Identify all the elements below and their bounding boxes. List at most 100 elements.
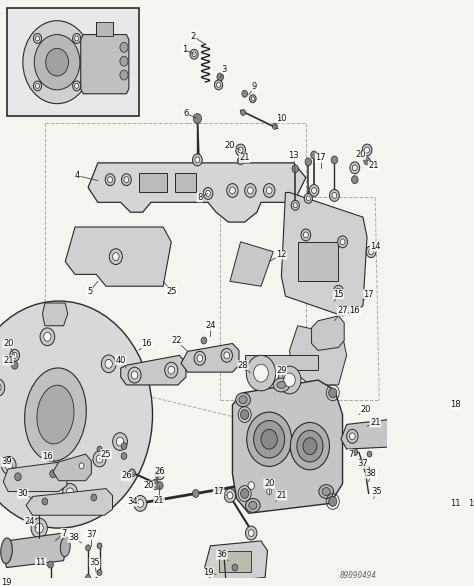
Circle shape	[75, 83, 79, 88]
Circle shape	[0, 383, 1, 392]
Circle shape	[309, 185, 319, 196]
Circle shape	[267, 489, 272, 495]
Text: 4: 4	[75, 171, 80, 180]
Circle shape	[349, 433, 355, 440]
Circle shape	[36, 83, 39, 88]
Bar	[245, 355, 318, 370]
Circle shape	[35, 523, 43, 533]
Circle shape	[1, 456, 16, 474]
Circle shape	[97, 570, 102, 575]
Circle shape	[105, 359, 112, 368]
Polygon shape	[42, 303, 68, 326]
Circle shape	[34, 35, 80, 90]
Circle shape	[238, 147, 243, 153]
Text: 2: 2	[191, 32, 196, 41]
Circle shape	[346, 430, 358, 443]
Circle shape	[192, 52, 196, 57]
Text: 11: 11	[36, 558, 46, 567]
Circle shape	[248, 530, 254, 536]
Circle shape	[332, 192, 337, 199]
Text: 13: 13	[288, 151, 299, 161]
Circle shape	[97, 543, 102, 549]
Polygon shape	[204, 541, 267, 582]
Circle shape	[227, 492, 233, 499]
Polygon shape	[230, 242, 273, 286]
Circle shape	[190, 49, 198, 59]
Text: 24: 24	[205, 321, 216, 331]
Text: 25: 25	[101, 449, 111, 459]
Circle shape	[33, 33, 42, 43]
Circle shape	[151, 480, 159, 489]
Circle shape	[217, 83, 220, 87]
Circle shape	[246, 526, 257, 540]
Circle shape	[15, 473, 21, 481]
Circle shape	[121, 442, 127, 449]
Bar	[175, 173, 196, 192]
Circle shape	[120, 42, 128, 52]
Circle shape	[362, 144, 372, 156]
Circle shape	[120, 56, 128, 66]
Polygon shape	[7, 8, 139, 117]
Circle shape	[352, 165, 357, 171]
Circle shape	[113, 432, 128, 451]
Circle shape	[11, 361, 18, 369]
Circle shape	[251, 97, 255, 101]
Circle shape	[303, 232, 308, 238]
Text: 26: 26	[121, 471, 132, 481]
Circle shape	[236, 144, 246, 156]
Text: 16: 16	[349, 306, 360, 315]
Circle shape	[292, 165, 299, 173]
Polygon shape	[88, 163, 306, 222]
Circle shape	[442, 425, 450, 434]
Circle shape	[42, 498, 48, 505]
Ellipse shape	[277, 381, 286, 389]
Bar	[455, 432, 474, 472]
Text: 9: 9	[252, 83, 257, 91]
Text: 3: 3	[222, 64, 227, 74]
Circle shape	[331, 156, 337, 164]
Circle shape	[245, 183, 256, 197]
Bar	[298, 242, 338, 281]
Circle shape	[194, 352, 206, 365]
Text: 16: 16	[42, 452, 53, 461]
Text: 7: 7	[61, 529, 66, 537]
Circle shape	[197, 355, 203, 362]
Ellipse shape	[261, 430, 277, 449]
Polygon shape	[65, 227, 171, 286]
Ellipse shape	[291, 423, 329, 470]
Polygon shape	[81, 35, 129, 94]
Circle shape	[366, 246, 376, 258]
Polygon shape	[311, 316, 344, 350]
Circle shape	[108, 177, 112, 183]
Circle shape	[224, 352, 229, 359]
Text: 20: 20	[225, 141, 235, 149]
Text: 21: 21	[239, 154, 250, 162]
Circle shape	[350, 162, 360, 173]
Polygon shape	[282, 192, 367, 316]
Text: 40: 40	[116, 356, 126, 364]
Circle shape	[96, 455, 103, 463]
Circle shape	[364, 157, 370, 165]
Circle shape	[36, 36, 39, 41]
Ellipse shape	[254, 421, 285, 458]
Circle shape	[93, 451, 106, 467]
Bar	[219, 551, 251, 573]
Circle shape	[336, 288, 341, 294]
Text: 21: 21	[368, 161, 379, 171]
Text: 38: 38	[366, 469, 376, 478]
Circle shape	[86, 545, 91, 551]
Circle shape	[10, 349, 19, 361]
Text: 35: 35	[89, 558, 100, 567]
Circle shape	[311, 151, 317, 159]
Circle shape	[369, 248, 374, 255]
Circle shape	[328, 388, 337, 398]
Text: 21: 21	[154, 496, 164, 505]
Circle shape	[293, 203, 297, 208]
Polygon shape	[232, 380, 343, 513]
Circle shape	[79, 463, 84, 469]
Circle shape	[23, 21, 91, 104]
Circle shape	[134, 496, 147, 512]
Circle shape	[215, 80, 223, 90]
Text: 37: 37	[357, 459, 368, 468]
Circle shape	[365, 147, 369, 153]
